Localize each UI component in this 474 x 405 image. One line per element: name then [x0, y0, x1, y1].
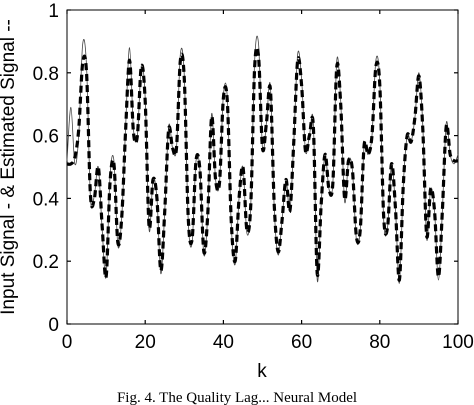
y-tick-label: 1: [48, 1, 59, 22]
x-tick-label: 0: [62, 332, 73, 353]
x-tick-label: 100: [442, 332, 474, 353]
y-tick-label: 0.8: [33, 64, 59, 85]
y-tick-label: 0.6: [33, 127, 59, 148]
y-tick-label: 0.2: [33, 252, 59, 273]
y-tick-labels: 0 0.2 0.4 0.6 0.8 1: [33, 1, 60, 336]
x-tick-label: 80: [369, 332, 390, 353]
x-axis-title: k: [257, 361, 267, 382]
series-layer: [66, 35, 459, 284]
figure-caption: Fig. 4. The Quality Lag... Neural Model: [117, 390, 357, 405]
plot-area-frame: [66, 9, 459, 325]
ticks-layer: [66, 9, 459, 325]
y-axis-title: Input Signal - & Estimated Signal --: [0, 19, 19, 315]
y-tick-label: 0.4: [33, 189, 60, 210]
x-tick-labels: 0 20 40 60 80 100: [62, 332, 474, 353]
x-tick-label: 20: [135, 332, 156, 353]
x-tick-label: 60: [291, 332, 312, 353]
estimated-signal-line: [66, 45, 459, 282]
x-tick-label: 40: [213, 332, 234, 353]
y-tick-label: 0: [48, 315, 59, 336]
